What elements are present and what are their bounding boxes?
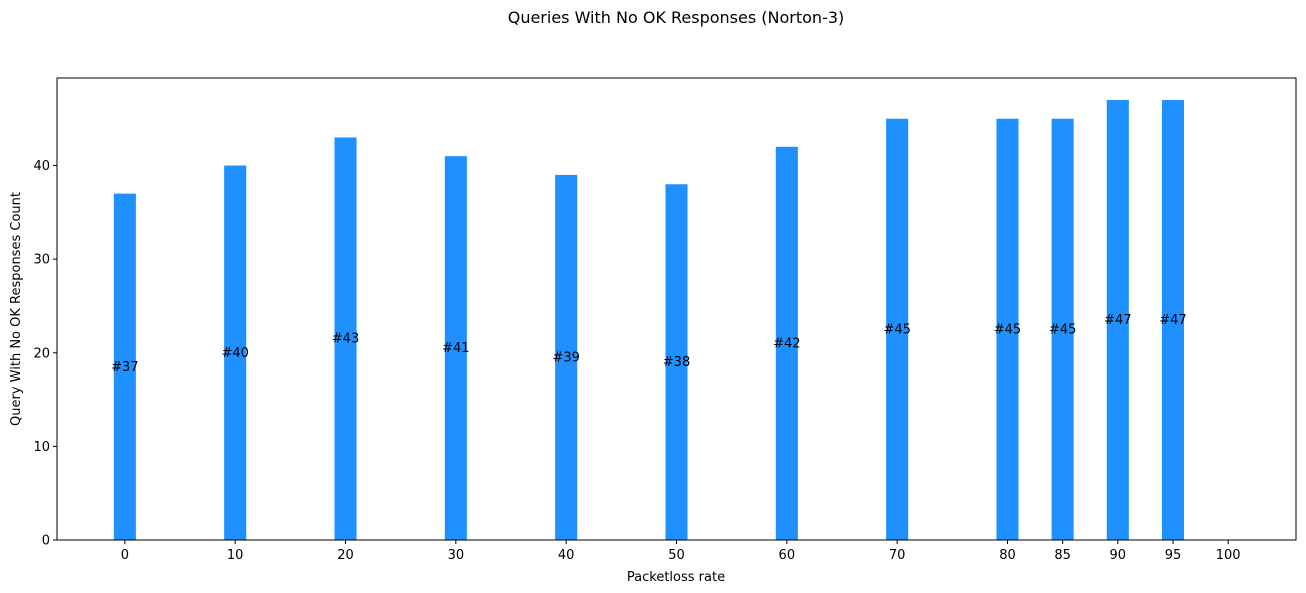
- bar: [1106, 100, 1129, 540]
- y-axis: 0 10 20 30 40: [33, 159, 57, 549]
- x-tick-label: 20: [337, 548, 354, 563]
- x-tick-label: 50: [668, 548, 685, 563]
- bar: [886, 118, 909, 541]
- x-axis: 0 10 20 30 40 50 60 70 80 85 90 95 100: [121, 540, 1241, 563]
- data-label: #42: [773, 336, 800, 351]
- data-label: #43: [332, 332, 359, 347]
- bar: [665, 184, 688, 541]
- data-label: #45: [1049, 322, 1076, 337]
- x-tick-label: 10: [227, 548, 244, 563]
- bar: [444, 156, 467, 540]
- data-label: #45: [883, 322, 910, 337]
- x-tick-label: 85: [1054, 548, 1071, 563]
- bar: [996, 118, 1019, 541]
- bar: [224, 165, 247, 540]
- x-tick-label: 0: [121, 548, 129, 563]
- x-tick-label: 60: [779, 548, 796, 563]
- y-tick-label: 40: [33, 159, 50, 174]
- data-label-group: #37 #40 #43 #41 #39 #38 #42 #45 #45 #45 #47 #47: [111, 313, 1187, 375]
- data-label: #47: [1159, 313, 1186, 328]
- data-label: #38: [663, 355, 690, 370]
- y-tick-label: 20: [33, 346, 50, 361]
- y-tick-label: 10: [33, 440, 50, 455]
- x-tick-label: 80: [999, 548, 1016, 563]
- bar: [775, 146, 798, 540]
- x-tick-label: 90: [1110, 548, 1127, 563]
- y-axis-label: Query With No OK Responses Count: [9, 192, 24, 426]
- data-label: #40: [221, 346, 248, 361]
- data-label: #45: [994, 322, 1021, 337]
- x-tick-label: 40: [558, 548, 575, 563]
- chart-title: Queries With No OK Responses (Norton-3): [508, 8, 845, 27]
- data-label: #47: [1104, 313, 1131, 328]
- bar: [1161, 100, 1185, 540]
- bar: [113, 193, 136, 541]
- x-axis-label: Packetloss rate: [627, 570, 725, 585]
- data-label: #41: [442, 341, 469, 356]
- x-tick-label: 100: [1216, 548, 1241, 563]
- bar: [1051, 118, 1074, 541]
- x-tick-label: 95: [1165, 548, 1182, 563]
- bar: [555, 174, 578, 540]
- bar-group: [113, 100, 1185, 541]
- y-tick-label: 0: [42, 534, 50, 549]
- data-label: #39: [552, 350, 579, 365]
- x-tick-label: 30: [448, 548, 465, 563]
- data-label: #37: [111, 360, 138, 375]
- y-tick-label: 30: [33, 253, 50, 268]
- x-tick-label: 70: [889, 548, 906, 563]
- bar: [334, 137, 357, 540]
